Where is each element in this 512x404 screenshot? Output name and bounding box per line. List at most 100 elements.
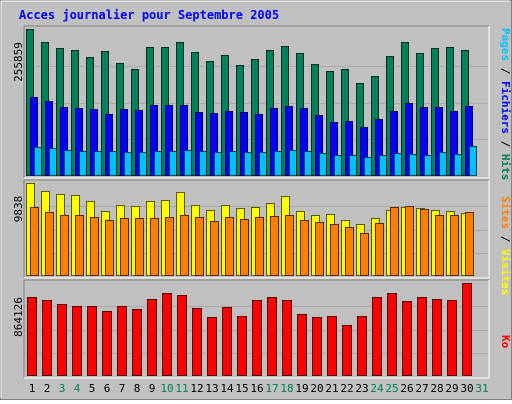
bar-ko-day-21 — [327, 316, 337, 376]
day-label-27: 27 — [415, 382, 428, 395]
bar-sites-day-10 — [165, 217, 174, 276]
chart-panels: 255859 Pages / Fichiers / Hits 9838 Sites /… — [12, 25, 512, 379]
day-label-25: 25 — [385, 382, 398, 395]
bar-sites-day-1 — [30, 207, 39, 276]
bar-sites-day-9 — [150, 218, 159, 276]
bar-sites-day-13 — [210, 221, 219, 276]
bar-sites-day-21 — [330, 224, 339, 276]
bar-pages-day-16 — [259, 152, 267, 176]
bar-ko-day-3 — [57, 304, 67, 376]
bar-pages-day-27 — [424, 155, 432, 176]
bar-ko-day-30 — [462, 283, 472, 376]
bar-sites-day-27 — [420, 209, 429, 276]
chart-title: Acces journalier pour Septembre 2005 — [19, 8, 279, 22]
bar-ko-day-1 — [27, 297, 37, 376]
legend-top: Pages / Fichiers / Hits — [499, 28, 512, 180]
bar-pages-day-26 — [409, 154, 417, 176]
bar-pages-day-2 — [49, 148, 57, 176]
bar-ko-day-5 — [87, 306, 97, 376]
bar-pages-day-12 — [199, 151, 207, 176]
bar-ko-day-26 — [402, 301, 412, 376]
bar-ko-day-18 — [282, 300, 292, 376]
day-label-5: 5 — [89, 382, 96, 395]
bar-ko-day-7 — [117, 306, 127, 376]
day-label-9: 9 — [149, 382, 156, 395]
bar-ko-day-28 — [432, 299, 442, 376]
panel-bottom: 864126 Ko — [12, 279, 512, 379]
day-label-31: 31 — [475, 382, 488, 395]
bar-pages-day-4 — [79, 151, 87, 176]
bar-pages-day-3 — [64, 150, 72, 176]
bar-ko-day-29 — [447, 300, 457, 376]
day-label-15: 15 — [235, 382, 248, 395]
bar-pages-day-18 — [289, 150, 297, 176]
day-label-28: 28 — [430, 382, 443, 395]
bar-pages-day-14 — [229, 151, 237, 176]
bar-ko-day-13 — [207, 317, 217, 376]
bar-ko-day-12 — [192, 308, 202, 376]
bar-sites-day-12 — [195, 217, 204, 276]
bar-sites-day-23 — [360, 233, 369, 276]
bar-pages-day-13 — [214, 152, 222, 176]
legend-item: Hits — [499, 147, 512, 180]
bar-ko-day-4 — [72, 306, 82, 376]
bar-ko-day-24 — [372, 297, 382, 376]
panel-middle: 9838 Sites / Visites — [12, 179, 512, 295]
y-max-label-middle: 9838 — [12, 196, 25, 223]
bar-pages-day-9 — [154, 151, 162, 176]
bar-ko-day-19 — [297, 314, 307, 376]
bar-pages-day-15 — [244, 152, 252, 176]
bar-pages-day-20 — [319, 153, 327, 176]
bar-pages-day-22 — [349, 155, 357, 176]
bar-sites-day-14 — [225, 217, 234, 276]
bar-sites-day-25 — [390, 207, 399, 276]
bar-pages-day-11 — [184, 150, 192, 176]
bar-pages-day-30 — [469, 146, 477, 176]
day-label-22: 22 — [340, 382, 353, 395]
bar-pages-day-17 — [274, 151, 282, 176]
day-label-21: 21 — [325, 382, 338, 395]
bar-sites-day-8 — [135, 218, 144, 276]
day-label-18: 18 — [280, 382, 293, 395]
day-label-30: 30 — [460, 382, 473, 395]
day-label-11: 11 — [175, 382, 188, 395]
legend-bottom: Ko — [499, 335, 512, 349]
bar-ko-day-11 — [177, 295, 187, 376]
bar-pages-day-24 — [379, 155, 387, 176]
bar-sites-day-4 — [75, 215, 84, 276]
day-label-19: 19 — [295, 382, 308, 395]
bar-pages-day-10 — [169, 151, 177, 176]
bar-pages-day-25 — [394, 153, 402, 176]
legend-item: Pages — [499, 28, 512, 61]
bar-ko-day-20 — [312, 317, 322, 376]
legend-item: / — [499, 229, 512, 243]
bar-pages-day-19 — [304, 151, 312, 176]
bar-ko-day-22 — [342, 325, 352, 376]
bar-ko-day-2 — [42, 300, 52, 376]
day-label-13: 13 — [205, 382, 218, 395]
bar-pages-day-5 — [94, 151, 102, 176]
bar-ko-day-8 — [132, 309, 142, 376]
bar-sites-day-3 — [60, 215, 69, 276]
legend-item: / — [499, 134, 512, 148]
day-label-17: 17 — [265, 382, 278, 395]
legend-item: Ko — [499, 335, 512, 349]
bar-ko-day-15 — [237, 316, 247, 376]
y-max-label-top: 255859 — [12, 42, 25, 82]
day-axis-labels: 1 2 3 4 5 6 7 8 9 10 11 12 13 14 15 16 17 18 19 20 21 22 23 24 2… — [29, 382, 489, 395]
day-label-24: 24 — [370, 382, 384, 395]
y-max-label-bottom: 864126 — [12, 297, 25, 337]
legend-item: Visites — [499, 242, 512, 295]
day-label-6: 6 — [104, 382, 111, 395]
legend-item: Fichiers — [499, 74, 512, 134]
bar-ko-day-10 — [162, 293, 172, 376]
bar-sites-day-6 — [105, 220, 114, 276]
day-label-1: 1 — [29, 382, 36, 395]
bar-sites-day-24 — [375, 223, 384, 276]
bar-ko-day-25 — [387, 293, 397, 376]
bar-pages-day-8 — [139, 152, 147, 176]
day-label-8: 8 — [134, 382, 141, 395]
day-label-20: 20 — [310, 382, 323, 395]
